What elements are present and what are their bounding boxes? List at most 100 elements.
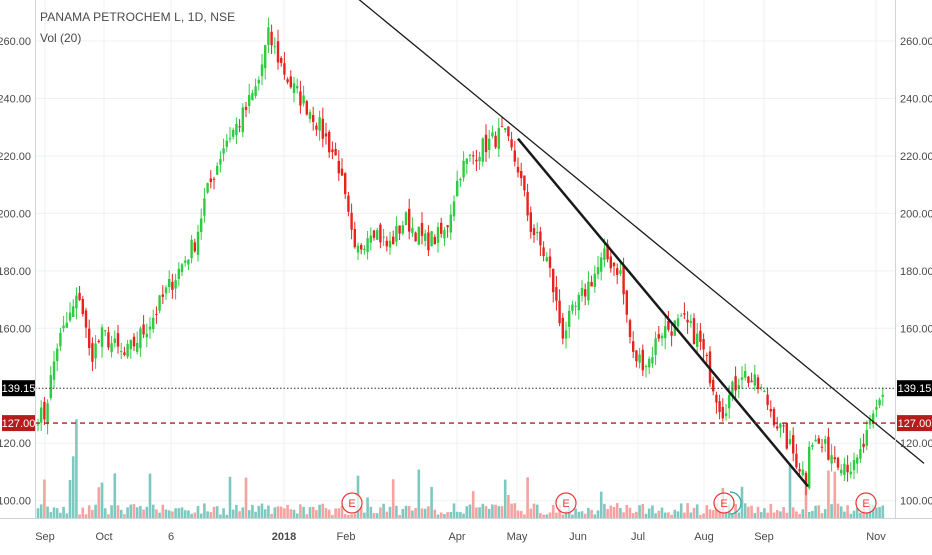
candle-body (334, 149, 337, 156)
candle-body (292, 83, 296, 93)
y-axis-tick-labels: 260.00 260.00 240.00 240.00 220.00 220.00 200.… (0, 36, 932, 508)
volume-bar (478, 507, 481, 518)
volume-bar (580, 511, 584, 518)
volume-bar (187, 510, 190, 518)
candle-body (142, 324, 145, 335)
volume-bar (823, 509, 827, 518)
volume-bar (219, 514, 222, 518)
volume-bar (785, 512, 789, 518)
candle-body (769, 409, 772, 412)
volume-bar (231, 509, 235, 518)
candle-body (500, 126, 504, 128)
candle-body (692, 318, 696, 345)
candle-body (852, 459, 856, 471)
candle-body (632, 341, 635, 352)
candle-body (59, 332, 62, 347)
candle-body (648, 358, 651, 368)
candle-body (331, 149, 334, 153)
candle-body (68, 312, 72, 321)
volume-bar (183, 510, 187, 518)
volume-bar (551, 504, 555, 518)
candle-body (126, 343, 129, 357)
candle-body (670, 331, 673, 336)
volume-bar (52, 507, 56, 518)
candle-body (433, 236, 436, 245)
earnings-marker[interactable] (341, 492, 363, 514)
candle-body (507, 126, 510, 137)
candle-body (283, 63, 286, 75)
volume-bar (315, 510, 318, 518)
candle-body (280, 57, 283, 63)
candle-body (817, 438, 820, 444)
volume-bar (379, 507, 382, 518)
trend-line[interactable] (350, 0, 925, 464)
candle-body (161, 294, 164, 297)
volume-bar (571, 514, 574, 518)
earnings-marker[interactable] (855, 492, 877, 514)
candle-body (664, 326, 667, 339)
volume-bar (705, 505, 709, 518)
volume-bar (750, 505, 753, 518)
candle-body (180, 264, 184, 273)
volume-bar (843, 511, 846, 518)
volume-bar (161, 504, 165, 518)
volume-bar (596, 510, 600, 518)
candle-body (731, 381, 734, 396)
candle-body (878, 399, 881, 406)
y-tick-label-right: 100.00 (900, 496, 932, 508)
volume-bar (737, 512, 741, 518)
candle-body (836, 457, 840, 468)
volume-bar (814, 505, 817, 518)
candle-body (75, 295, 78, 309)
candle-body (100, 327, 104, 347)
volume-bar (801, 509, 805, 518)
candle-body (609, 256, 612, 269)
candle-body (862, 443, 865, 448)
trend-lines[interactable] (350, 0, 925, 488)
volume-bar (225, 514, 229, 518)
volume-indicator-label[interactable]: Vol (20) (40, 31, 82, 45)
candle-body (753, 374, 756, 386)
volume-bar (878, 506, 881, 518)
volume-bar (587, 507, 590, 518)
earnings-marker-label: E (348, 498, 355, 510)
candle-body (417, 226, 420, 245)
volume-bar (827, 470, 830, 518)
candle-body (734, 376, 737, 391)
volume-bar (731, 514, 734, 518)
volume-bar (270, 513, 273, 518)
volume-bar (446, 512, 449, 518)
candle-body (811, 445, 814, 447)
volume-bar (539, 513, 542, 518)
y-tick-label-left: 180.00 (0, 266, 31, 278)
trend-line[interactable] (517, 137, 809, 488)
candle-body (788, 439, 792, 444)
candle-body (539, 231, 542, 246)
volume-bar (667, 512, 670, 518)
volume-bar (382, 503, 385, 518)
candle-body (561, 317, 564, 339)
volume-bar (283, 508, 286, 518)
candle-body (260, 64, 264, 77)
volume-bar (455, 511, 459, 518)
earnings-marker[interactable] (713, 492, 735, 514)
candle-body (529, 212, 532, 232)
volume-bar (791, 507, 795, 518)
candle-body (827, 436, 830, 460)
volume-bar (55, 508, 59, 518)
volume-bar (494, 504, 497, 518)
volume-bar (641, 503, 645, 518)
volume-bar (49, 512, 53, 518)
candle-body (750, 380, 753, 382)
candle-body (577, 295, 580, 311)
volume-bar (695, 504, 699, 518)
candle-body (833, 457, 836, 460)
earnings-marker[interactable] (555, 492, 577, 514)
volume-bar (535, 504, 539, 518)
volume-bar (740, 486, 744, 518)
candle-body (699, 330, 702, 342)
